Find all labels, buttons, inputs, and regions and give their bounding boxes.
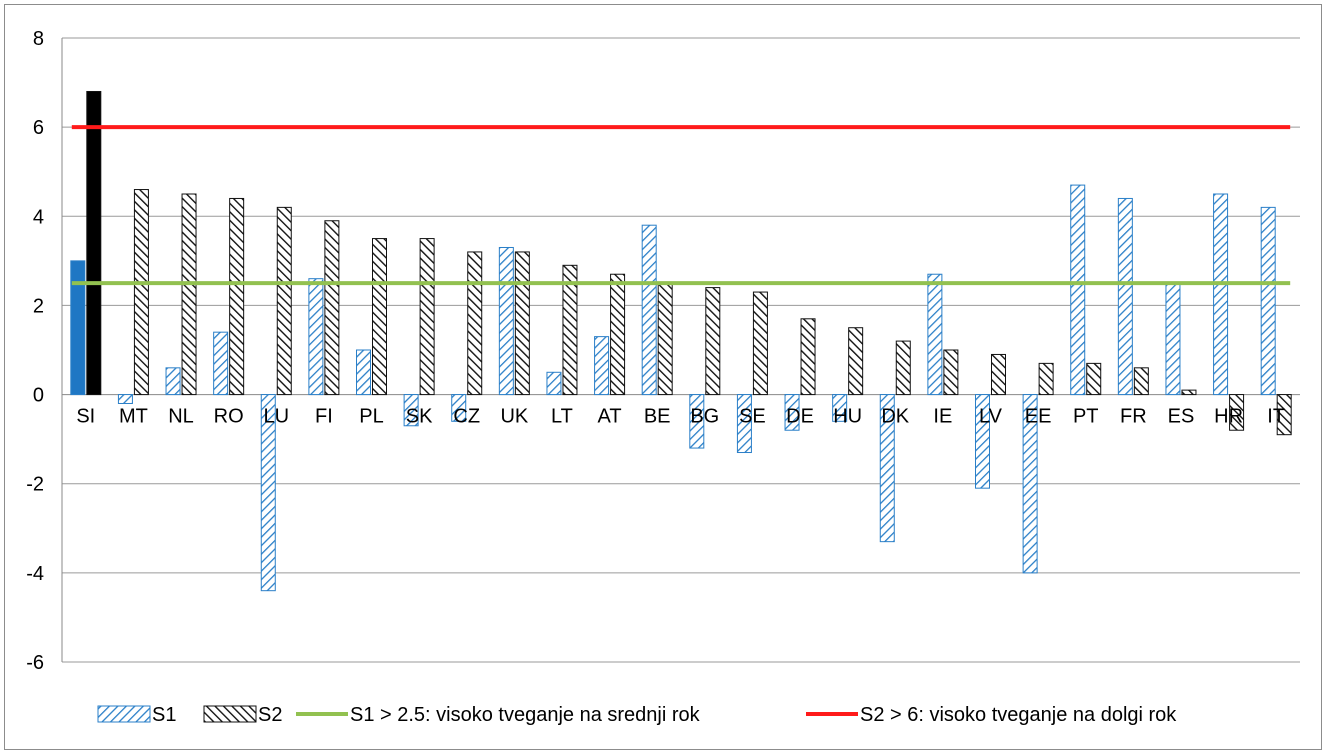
- x-axis-tick-labels: SI MT NL RO LU FI PL SK CZ UK LT AT BE BG SE DE HU DK IE LV…: [76, 406, 1285, 428]
- bar-s2-se: [752, 291, 768, 396]
- x-tick-label: BG: [690, 406, 719, 428]
- bar-s1-pl: [356, 349, 371, 396]
- x-tick-label: UK: [500, 406, 528, 428]
- bar-s1-it: [1260, 206, 1276, 396]
- x-tick-label: IE: [933, 406, 952, 428]
- bar-s1-cz: [451, 394, 467, 422]
- y-tick-label: 6: [33, 117, 44, 139]
- bar-s1-lt: [546, 371, 562, 396]
- bar-s1-se: [736, 394, 752, 454]
- bar-s2-pt: [1086, 362, 1102, 396]
- x-tick-label: FI: [315, 406, 333, 428]
- bar-s2-pl: [372, 238, 387, 396]
- bar-s1-nl: [165, 367, 181, 396]
- x-tick-label: HU: [833, 406, 862, 428]
- bar-s2-sk: [419, 238, 435, 396]
- bar-s2-mt: [133, 189, 149, 396]
- x-tick-label: NL: [168, 406, 194, 428]
- bar-s1-be: [641, 224, 657, 396]
- legend-label-threshold-1: S1 > 2.5: visoko tveganje na srednji rok: [350, 704, 701, 726]
- x-tick-label: FR: [1120, 406, 1147, 428]
- y-tick-label: 0: [33, 385, 44, 407]
- bar-s1-dk: [879, 394, 895, 543]
- bar-s2-ie: [943, 349, 959, 396]
- bar-s2-it: [1276, 394, 1292, 436]
- x-tick-label: SK: [406, 406, 433, 428]
- legend-swatch-s2: [203, 705, 257, 723]
- x-tick-label: IT: [1267, 406, 1285, 428]
- y-tick-label: -6: [26, 652, 44, 674]
- x-tick-label: DE: [786, 406, 814, 428]
- x-tick-label: SE: [739, 406, 766, 428]
- x-tick-label: BE: [644, 406, 671, 428]
- x-tick-label: LV: [979, 406, 1003, 428]
- x-tick-label: SI: [76, 406, 95, 428]
- bar-s1-hr: [1213, 193, 1229, 396]
- y-tick-label: 4: [33, 206, 44, 228]
- x-tick-label: HR: [1214, 406, 1243, 428]
- x-tick-label: EE: [1025, 406, 1052, 428]
- bar-s2-bg: [705, 287, 721, 396]
- y-tick-label: -4: [26, 563, 44, 585]
- bar-s1-ro: [213, 331, 229, 396]
- bar-s2-de: [800, 318, 816, 396]
- bar-s2-lv: [991, 353, 1006, 396]
- x-tick-label: LU: [263, 406, 289, 428]
- bar-s2-cz: [467, 251, 483, 396]
- x-tick-label: MT: [119, 406, 148, 428]
- bar-s2-be: [657, 282, 673, 396]
- x-tick-label: LT: [551, 406, 573, 428]
- x-tick-label: AT: [598, 406, 622, 428]
- bar-s1-de: [784, 394, 800, 431]
- bar-s1-uk: [498, 246, 514, 396]
- bar-s1-mt: [117, 394, 133, 404]
- x-tick-label: PL: [359, 406, 383, 428]
- y-tick-label: 2: [33, 295, 44, 317]
- y-tick-label: 8: [33, 28, 44, 50]
- bar-s2-hr: [1229, 394, 1245, 431]
- x-tick-label: PT: [1073, 406, 1099, 428]
- x-tick-label: CZ: [453, 406, 480, 428]
- bar-s1-lu: [260, 394, 276, 592]
- bar-s1-lv: [975, 394, 990, 489]
- bar-s2-lt: [562, 264, 578, 396]
- bar-s1-ie: [927, 273, 943, 396]
- legend-label-threshold-2: S2 > 6: visoko tveganje na dolgi rok: [860, 704, 1177, 726]
- bar-s2-nl: [181, 193, 197, 396]
- bar-s2-hu: [848, 327, 864, 396]
- bar-s1-si: [70, 260, 86, 396]
- threshold-lines: [71, 125, 1291, 286]
- bar-s2-es: [1181, 389, 1197, 396]
- bar-s2-si: [86, 90, 102, 396]
- bar-s1-es: [1165, 282, 1181, 396]
- bar-s1-fr: [1117, 197, 1133, 396]
- bar-s2-lu: [276, 206, 292, 396]
- y-tick-label: -2: [26, 474, 44, 496]
- bar-s2-ro: [229, 197, 245, 396]
- legend: S1 S2 S1 > 2.5: visoko tveganje na srednji…: [97, 704, 1177, 726]
- bar-s1-fi: [308, 278, 324, 396]
- gridlines: [61, 37, 1300, 663]
- bar-s1-ee: [1022, 394, 1038, 574]
- bar-s1-at: [594, 336, 610, 396]
- bar-s1-bg: [689, 394, 705, 449]
- bar-s2-uk: [514, 251, 530, 396]
- bar-s2-fi: [324, 220, 340, 396]
- bar-s1-pt: [1070, 184, 1086, 396]
- legend-label-s1: S1: [152, 704, 176, 726]
- y-axis-tick-labels: -6 -4 -2 0 2 4 6 8: [26, 28, 44, 674]
- bar-s2-dk: [895, 340, 911, 396]
- x-tick-label: DK: [881, 406, 909, 428]
- bar-s2-fr: [1133, 367, 1149, 396]
- bar-s1-hu: [832, 394, 848, 422]
- bars: [70, 90, 1292, 592]
- bar-s2-ee: [1038, 362, 1054, 396]
- x-tick-label: ES: [1168, 406, 1195, 428]
- legend-swatch-s1: [97, 705, 151, 723]
- legend-label-s2: S2: [258, 704, 282, 726]
- bar-s2-at: [610, 273, 626, 396]
- bar-s1-sk: [403, 394, 419, 427]
- x-tick-label: RO: [214, 406, 244, 428]
